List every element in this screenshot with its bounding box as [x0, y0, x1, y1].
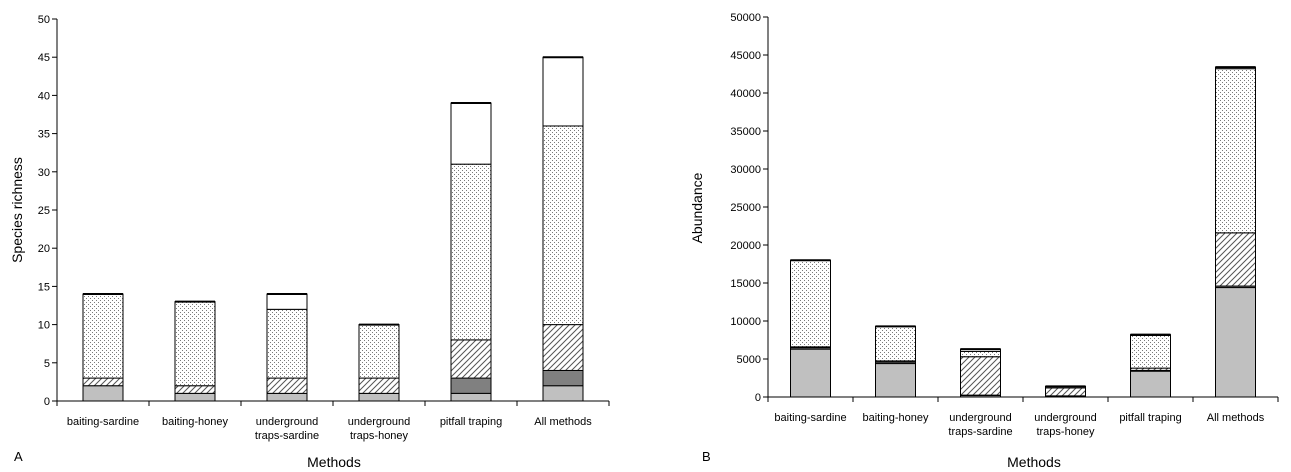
chart-b-x-tick-label: traps-sardine [948, 426, 1012, 438]
chart-b-y-tick-label: 5000 [737, 354, 761, 366]
chart-b-y-tick-label: 0 [755, 392, 761, 404]
chart-a-y-tick-label: 20 [38, 243, 50, 255]
chart-b-x-tick-label: baiting-honey [862, 412, 929, 424]
chart-a-bar-segment [82, 293, 124, 379]
chart-b-x-tick-label: pitfall traping [1119, 412, 1181, 424]
chart-a-bar-segment [542, 324, 584, 371]
chart-a-x-tick-label: underground [348, 416, 410, 428]
chart-a-marks [82, 56, 584, 402]
chart-a-bar-segment [450, 377, 492, 394]
chart-b-y-tick-label: 15000 [730, 278, 761, 290]
chart-a-y-tick-label: 40 [38, 90, 50, 102]
chart-a-bar-segment [266, 308, 308, 379]
chart-a-bar-segment [358, 377, 400, 394]
chart-a-x-tick-label: traps-honey [350, 430, 409, 442]
chart-a-bar-segment [174, 392, 216, 402]
chart-a-bar-segment [266, 392, 308, 402]
chart-a-y-tick-label: 35 [38, 129, 50, 141]
chart-a-bar-segment [450, 339, 492, 379]
chart-a-x-tick-label: traps-sardine [255, 430, 319, 442]
chart-b-xlabel: Methods [1007, 454, 1061, 470]
chart-b-bar-segment [1215, 232, 1256, 287]
chart-a-bar-segment [450, 163, 492, 341]
chart-a-bar-segment [266, 377, 308, 394]
chart-a-bar-segment [542, 56, 584, 127]
chart-b-bar-segment [960, 356, 1001, 396]
chart-a-y-tick-label: 25 [38, 205, 50, 217]
chart-b-x-tick-label: underground [1034, 412, 1096, 424]
chart-b-y-ticks: 0 5000 10000 15000 20000 25000 30000 35000 40000… [730, 12, 768, 404]
chart-a-bar-segment [82, 385, 124, 402]
chart-a-bar-segment [82, 377, 124, 387]
chart-b-y-tick-label: 35000 [730, 126, 761, 138]
chart-a-x-tick-label: pitfall traping [440, 416, 502, 428]
chart-b-y-tick-label: 30000 [730, 164, 761, 176]
chart-b-y-tick-label: 25000 [730, 202, 761, 214]
chart-b-bar-segment [875, 363, 916, 398]
chart-a-x-ticks: baiting-sardine baiting-honey underground t… [56, 401, 610, 442]
chart-a-panel-label: A [14, 449, 23, 464]
chart-b-bar-segment [1130, 334, 1171, 369]
chart-a-x-tick-label: All methods [534, 416, 592, 428]
chart-b-bar-segment [960, 350, 1001, 358]
chart-a-bar-segment [542, 369, 584, 387]
chart-a-bar-segment [542, 385, 584, 402]
chart-b-bar-segment [790, 348, 831, 398]
chart-a-y-tick-label: 30 [38, 167, 50, 179]
chart-b-bar-segment [1215, 68, 1256, 234]
chart-b-y-tick-label: 20000 [730, 240, 761, 252]
chart-b-x-tick-label: baiting-sardine [774, 412, 846, 424]
chart-a-bar-segment [266, 293, 308, 310]
chart-a-bar-segment [358, 392, 400, 402]
chart-b-ylabel: Abundance [689, 172, 705, 243]
chart-a-bar-segment [174, 301, 216, 387]
chart-a-bar-segment [358, 324, 400, 379]
chart-a-y-tick-label: 15 [38, 281, 50, 293]
chart-a-bar-segment [450, 102, 492, 165]
chart-a-bar-segment [174, 385, 216, 394]
chart-b-y-tick-label: 40000 [730, 88, 761, 100]
chart-a-x-tick-label: baiting-honey [162, 416, 229, 428]
chart-a-xlabel: Methods [307, 454, 361, 470]
chart-b-y-tick-label: 10000 [730, 316, 761, 328]
chart-a-y-ticks: 0 5 10 15 20 25 30 35 40 45 50 [38, 14, 57, 408]
chart-b-x-tick-label: All methods [1207, 412, 1265, 424]
chart-b-y-tick-label: 45000 [730, 50, 761, 62]
chart-a-x-tick-label: underground [256, 416, 318, 428]
chart-b-panel-label: B [702, 449, 711, 464]
chart-b-x-tick-label: traps-honey [1036, 426, 1095, 438]
chart-a-bar-segment [542, 125, 584, 326]
chart-a-y-tick-label: 10 [38, 320, 50, 332]
chart-b-bar-segment [790, 259, 831, 348]
chart-b-x-tick-label: underground [949, 412, 1011, 424]
chart-a-y-tick-label: 5 [44, 358, 50, 370]
chart-a-y-tick-label: 50 [38, 14, 50, 26]
chart-b-x-ticks: baiting-sardine baiting-honey underground t… [767, 397, 1279, 438]
chart-a-y-tick-label: 45 [38, 52, 50, 64]
chart-b-bar-segment [1215, 287, 1256, 398]
chart-a-y-tick-label: 0 [44, 396, 50, 408]
chart-b-bar-segment [1130, 370, 1171, 398]
chart-a-x-tick-label: baiting-sardine [67, 416, 139, 428]
chart-b: 0 5000 10000 15000 20000 25000 30000 35000 40000… [689, 12, 1279, 470]
chart-b-y-tick-label: 50000 [730, 12, 761, 24]
chart-a-bar-segment [450, 392, 492, 402]
chart-b-marks [790, 66, 1256, 398]
chart-a-ylabel: Species richness [9, 157, 25, 263]
chart-b-bar-segment [1045, 387, 1086, 397]
chart-b-bar-segment [875, 325, 916, 362]
